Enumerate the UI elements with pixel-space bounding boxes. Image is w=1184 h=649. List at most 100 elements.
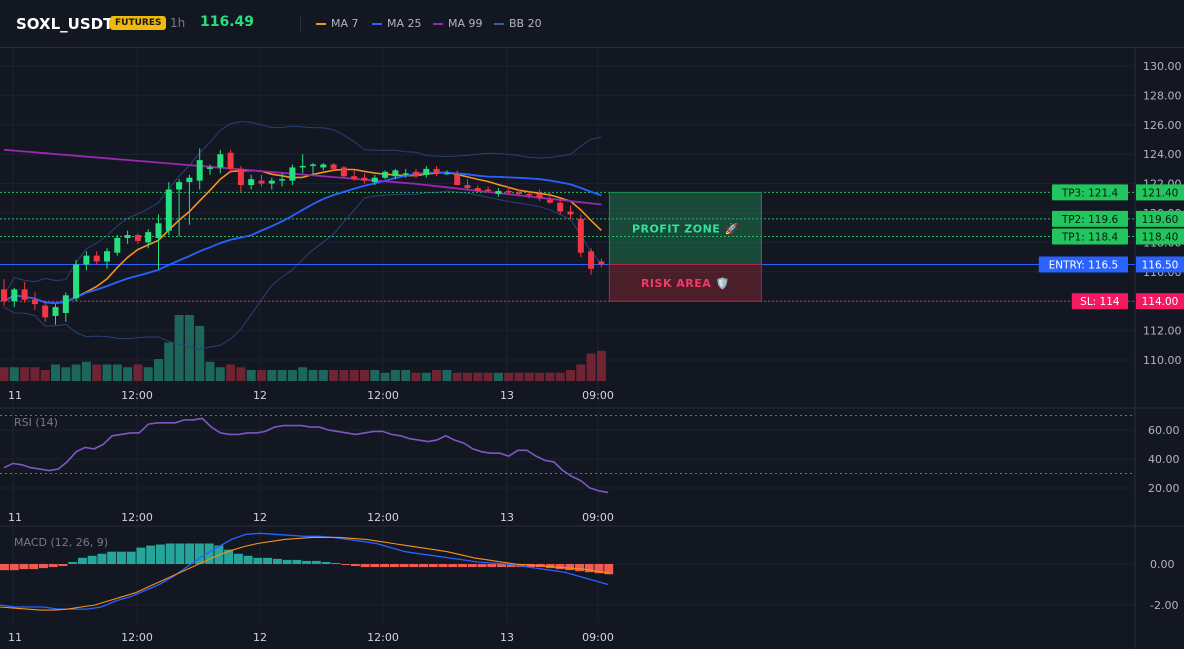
time-axis-label: 12:00: [367, 511, 399, 524]
legend-ma99[interactable]: MA 99: [433, 17, 483, 30]
candle-body: [361, 177, 368, 181]
candle-body: [495, 190, 502, 194]
candle-body: [443, 173, 450, 175]
candle-body: [176, 182, 183, 190]
candle-body: [413, 171, 419, 177]
legend-label: MA 7: [331, 17, 359, 30]
volume-bar: [545, 372, 555, 381]
time-axis-label: 09:00: [582, 389, 614, 402]
macd-histogram-bar: [136, 547, 146, 564]
macd-histogram-bar: [292, 559, 302, 564]
header-divider: [300, 15, 301, 33]
level-price-tag: [1136, 210, 1184, 227]
candle-body: [268, 180, 275, 184]
macd-histogram-bar: [194, 543, 204, 564]
volume-bar: [329, 370, 339, 381]
macd-histogram-bar: [555, 564, 565, 570]
candle-body: [93, 255, 100, 262]
candle-body: [279, 179, 286, 181]
volume-bar: [71, 364, 81, 381]
candle-body: [21, 289, 28, 300]
candle-body: [227, 152, 234, 169]
legend-ma7[interactable]: MA 7: [316, 17, 359, 30]
rsi-axis-label: 60.00: [1148, 424, 1180, 437]
candle-body: [196, 160, 203, 181]
volume-bar: [380, 372, 390, 381]
volume-bar: [308, 370, 318, 381]
macd-histogram-bar: [350, 564, 360, 567]
legend-swatch: [316, 22, 326, 25]
volume-bar: [184, 315, 194, 381]
candle-body: [474, 188, 481, 191]
volume-bar: [174, 315, 184, 381]
macd-histogram-bar: [155, 544, 165, 564]
bollinger-upper-band: [3, 121, 602, 296]
volume-bar: [339, 370, 349, 381]
macd-histogram-bar: [116, 551, 126, 564]
candle-body: [598, 261, 605, 265]
futures-badge: FUTURES: [110, 16, 167, 30]
price-axis-label: 112.00: [1143, 325, 1182, 338]
macd-histogram-bar: [370, 564, 380, 568]
symbol-name[interactable]: SOXL_USDT: [16, 15, 114, 33]
time-axis-label: 12: [253, 511, 267, 524]
rsi-axis-label: 40.00: [1148, 453, 1180, 466]
candle-body: [289, 167, 296, 181]
volume-bar: [483, 372, 493, 381]
candle-body: [145, 232, 152, 243]
candle-body: [11, 289, 18, 302]
volume-bar: [246, 370, 256, 381]
candle-body: [588, 251, 595, 269]
volume-bar: [81, 361, 91, 381]
legend-ma25[interactable]: MA 25: [372, 17, 422, 30]
level-price-label: 118.40: [1142, 232, 1179, 244]
candle-body: [299, 165, 306, 168]
level-price-label: 116.50: [1142, 259, 1179, 271]
legend-bb20[interactable]: BB 20: [494, 17, 542, 30]
legend-label: MA 99: [448, 17, 483, 30]
macd-histogram-bar: [487, 564, 497, 568]
volume-bar: [277, 370, 287, 381]
ma25-line: [3, 171, 602, 305]
macd-histogram-bar: [458, 564, 468, 568]
profit-zone-label: PROFIT ZONE 🚀: [632, 222, 739, 235]
legend-label: BB 20: [509, 17, 542, 30]
macd-histogram-bar: [448, 564, 458, 568]
candle-body: [248, 179, 255, 186]
risk-zone: [608, 263, 762, 302]
macd-histogram-bar: [419, 564, 429, 568]
macd-histogram-bar: [380, 564, 390, 568]
candle-body: [165, 189, 172, 231]
level-tag-label: TP1: 118.4: [1061, 232, 1119, 244]
volume-bar: [576, 364, 586, 381]
volume-bar: [30, 367, 40, 381]
time-axis-label: 12: [253, 389, 267, 402]
macd-histogram-bar: [107, 551, 117, 564]
candle-body: [526, 193, 533, 196]
volume-bar: [215, 367, 225, 381]
volume-bar: [267, 370, 277, 381]
candle-body: [464, 185, 471, 189]
interval-selector[interactable]: 1h: [170, 16, 186, 30]
volume-bar: [40, 370, 50, 381]
legend-swatch: [372, 22, 382, 25]
candle-body: [31, 299, 38, 305]
time-axis-label: 12:00: [121, 631, 153, 644]
candle-body: [42, 305, 49, 318]
macd-histogram-bar: [253, 557, 263, 564]
macd-histogram-bar: [399, 564, 409, 568]
level-price-tag: [1136, 228, 1184, 245]
macd-histogram-bar: [467, 564, 477, 568]
candle-body: [310, 164, 316, 166]
chart-canvas[interactable]: PROFIT ZONE 🚀 RISK AREA 🛡️ RSI (14) MACD …: [0, 48, 1184, 649]
price-axis-label: 110.00: [1143, 354, 1182, 367]
time-axis-label: 09:00: [582, 511, 614, 524]
volume-bar: [514, 372, 524, 381]
candle-body: [114, 237, 121, 253]
macd-histogram-bar: [584, 564, 594, 573]
rsi-axis-label: 20.00: [1148, 482, 1180, 495]
candle-body: [330, 164, 337, 169]
level-tag: [1052, 184, 1128, 201]
macd-histogram-bar: [77, 557, 87, 564]
candle-body: [505, 190, 512, 193]
